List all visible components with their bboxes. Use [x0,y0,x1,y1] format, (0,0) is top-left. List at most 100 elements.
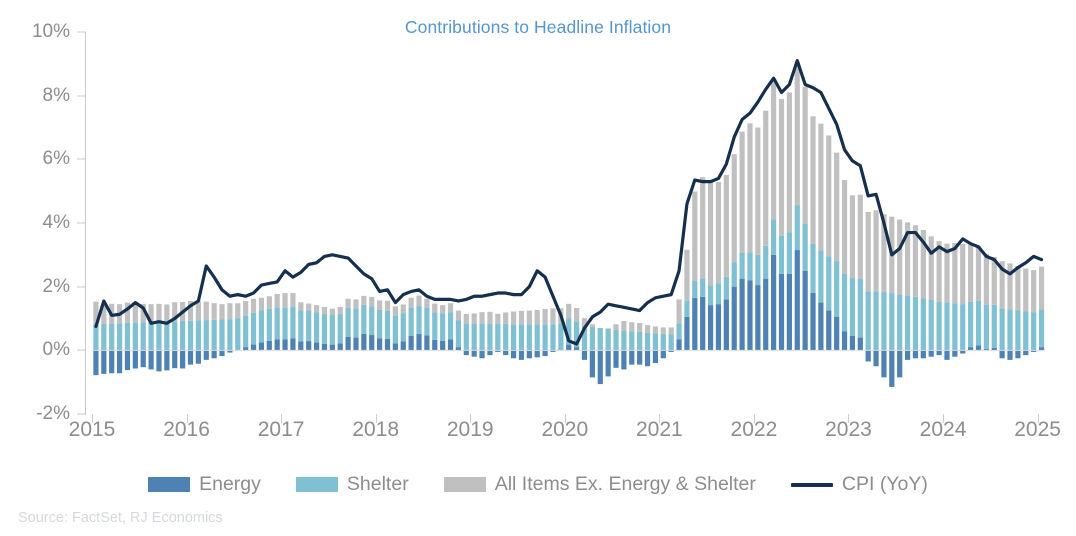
cpi-line [94,59,1044,346]
legend-energy[interactable]: Energy [148,473,261,496]
bar-segment [944,302,950,351]
bar-segment [361,304,367,334]
bar-segment [637,350,643,365]
bar-segment [337,314,343,344]
bar-segment [93,301,99,325]
bar-segment [763,245,769,279]
x-tick-label: 2016 [163,418,210,441]
y-axis-line [85,32,86,415]
bar-segment [928,300,934,351]
bar-segment [109,350,115,374]
bar-segment [1007,350,1013,360]
bar-segment [534,350,540,358]
bar-segment [235,303,241,319]
bar-segment [542,350,548,357]
bar-segment [999,350,1005,359]
bar-segment [849,278,856,337]
bar-segment [495,350,501,352]
legend-shelter[interactable]: Shelter [295,473,409,496]
bar-segment [250,312,257,345]
bar-segment [920,230,926,299]
bar-segment [818,251,824,303]
legend-label: Energy [199,473,261,495]
bar-segment [715,283,722,305]
bar-segment [495,323,501,351]
bar-segment [968,244,974,302]
bar-segment [723,174,729,277]
bar-segment [329,308,335,315]
bar-segment [487,350,493,356]
bar-segment [944,350,950,360]
bar-segment [700,177,706,279]
bar-segment [566,318,572,345]
bar-segment [676,323,682,340]
bar-segment [495,313,501,324]
bar-segment [818,123,824,252]
bar-segment [731,286,737,351]
bar-segment [707,285,714,306]
bar-segment [928,236,934,301]
bar-segment [400,341,406,351]
bar-segment [692,280,698,298]
bar-segment [597,350,603,385]
bar-segment [723,299,729,351]
chart-canvas [92,59,1045,387]
bar-segment [818,302,824,351]
bar-segment [1023,350,1029,356]
bar-segment [613,329,619,351]
bar-segment [920,350,926,359]
bar-segment [180,321,186,351]
x-tick-mark [1037,414,1039,423]
bar-segment [313,312,320,343]
bar-segment [164,321,170,351]
bar-segment [637,322,643,332]
bar-segment [321,343,328,351]
bar-segment [510,350,517,359]
bar-segment [652,326,659,334]
bar-segment [369,306,375,336]
bar-segment [841,331,848,351]
bar-segment [771,80,777,220]
bar-segment [313,305,320,313]
bar-segment [849,195,856,279]
bar-segment [164,304,170,322]
bar-segment [747,280,753,351]
bar-segment [873,291,879,351]
bar-segment [440,313,446,341]
bar-segment [778,273,785,351]
bar-segment [195,350,201,364]
bar-segment [487,311,493,324]
bar-segment [156,303,162,322]
y-tick-mark [77,158,86,160]
bar-segment [605,350,611,377]
bar-segment [258,297,265,311]
bar-segment [1023,268,1029,312]
bar-segment [463,323,469,351]
bar-segment [834,152,840,261]
bar-segment [1038,347,1045,351]
bar-segment [566,344,572,351]
bar-segment [471,313,477,324]
bar-segment [558,323,564,350]
bar-segment [857,337,863,351]
bar-segment [621,350,627,370]
bar-segment [676,339,682,351]
bar-segment [518,310,525,325]
bar-segment [306,310,312,342]
bar-segment [652,350,659,364]
legend-cpi[interactable]: CPI (YoY) [790,473,928,496]
bar-segment [904,222,911,296]
bar-segment [400,304,406,314]
legend-all-items[interactable]: All Items Ex. Energy & Shelter [443,473,756,496]
bar-segment [589,324,595,327]
bar-segment [975,345,982,351]
bar-segment [290,338,296,351]
bar-segment [865,350,871,362]
bar-segment [250,344,257,351]
bar-segment [952,350,958,357]
bar-segment [771,219,777,255]
legend-line-marker [790,482,833,487]
bar-segment [503,350,509,356]
bar-segment [826,256,832,311]
